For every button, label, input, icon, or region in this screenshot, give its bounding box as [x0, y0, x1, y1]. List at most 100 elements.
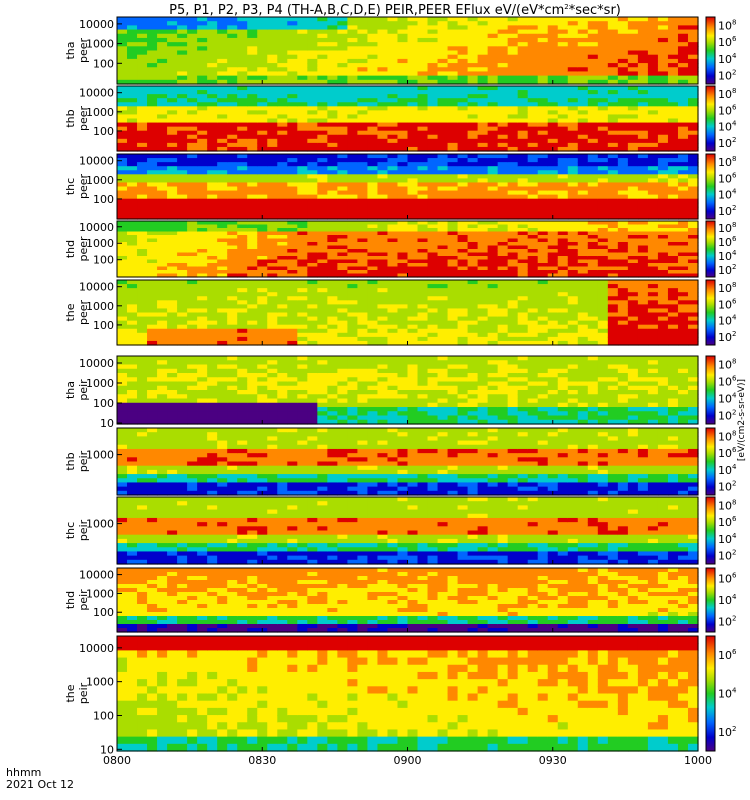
- heatmap-cell: [547, 252, 559, 257]
- heatmap-cell: [147, 249, 158, 254]
- heatmap-cell: [347, 90, 359, 95]
- heatmap-cell: [447, 17, 459, 22]
- heatmap-cell: [127, 292, 138, 297]
- heatmap-cell: [407, 182, 419, 188]
- heatmap-cell: [127, 50, 138, 56]
- heatmap-cell: [667, 106, 679, 111]
- heatmap-cell: [137, 110, 148, 116]
- y-tick-label: 10000: [79, 155, 114, 168]
- heatmap-cell: [467, 33, 479, 39]
- heatmap-cell: [137, 238, 148, 243]
- heatmap-cell: [237, 210, 248, 216]
- heatmap-cell: [167, 162, 178, 167]
- heatmap-cell: [247, 198, 258, 204]
- heatmap-cell: [287, 300, 298, 305]
- heatmap-cell: [567, 340, 579, 346]
- heatmap-cell: [497, 71, 509, 77]
- heatmap-cell: [117, 398, 128, 404]
- heatmap-cell: [497, 202, 509, 208]
- heatmap-cell: [167, 79, 178, 85]
- heatmap-cell: [327, 296, 338, 301]
- heatmap-cell: [657, 288, 669, 293]
- heatmap-cell: [257, 17, 268, 22]
- heatmap-cell: [507, 79, 519, 85]
- heatmap-cell: [447, 280, 459, 285]
- heatmap-cell: [457, 142, 469, 148]
- heatmap-cell: [387, 71, 399, 77]
- heatmap-cell: [637, 114, 649, 120]
- heatmap-cell: [427, 79, 439, 85]
- heatmap-cell: [277, 138, 288, 144]
- heatmap-cell: [557, 17, 569, 22]
- heatmap-cell: [157, 252, 168, 257]
- heatmap-cell: [137, 245, 148, 250]
- heatmap-cell: [627, 320, 639, 326]
- heatmap-cell: [267, 356, 278, 361]
- heatmap-cell: [347, 273, 359, 278]
- heatmap-cell: [527, 263, 539, 268]
- heatmap-cell: [647, 162, 659, 167]
- heatmap-cell: [237, 102, 248, 107]
- heatmap-cell: [227, 360, 238, 366]
- heatmap-cell: [657, 86, 669, 91]
- heatmap-cell: [137, 114, 148, 120]
- heatmap-cell: [487, 33, 499, 39]
- heatmap-cell: [447, 146, 459, 152]
- heatmap-cell: [467, 312, 479, 318]
- heatmap-cell: [207, 235, 218, 240]
- heatmap-cell: [437, 235, 449, 240]
- colorbar-tick-label: 106: [718, 171, 737, 185]
- heatmap-cell: [307, 198, 318, 204]
- heatmap-cell: [407, 122, 419, 128]
- heatmap-cell: [477, 273, 489, 278]
- heatmap-cell: [617, 235, 629, 240]
- heatmap-cell: [267, 249, 278, 254]
- heatmap-cell: [387, 178, 399, 184]
- heatmap-cell: [387, 98, 399, 103]
- heatmap-cell: [337, 75, 348, 81]
- heatmap-cell: [387, 79, 399, 85]
- heatmap-cell: [287, 336, 298, 342]
- heatmap-cell: [147, 21, 158, 26]
- heatmap-cell: [537, 284, 549, 289]
- heatmap-cell: [157, 390, 168, 395]
- heatmap-cell: [437, 67, 449, 73]
- heatmap-cell: [647, 106, 659, 111]
- heatmap-cell: [157, 29, 168, 35]
- heatmap-cell: [137, 214, 148, 220]
- heatmap-cell: [337, 263, 348, 268]
- heatmap-cell: [327, 332, 338, 338]
- heatmap-cell: [147, 114, 158, 120]
- heatmap-cell: [207, 110, 218, 116]
- heatmap-cell: [147, 154, 158, 159]
- heatmap-cell: [397, 300, 409, 305]
- heatmap-cell: [267, 174, 278, 179]
- heatmap-cell: [427, 263, 439, 268]
- heatmap-cell: [627, 46, 639, 52]
- heatmap-cell: [557, 33, 569, 39]
- heatmap-cell: [147, 71, 158, 77]
- heatmap-cell: [507, 126, 519, 132]
- heatmap-cell: [557, 194, 569, 200]
- heatmap-cell: [257, 288, 268, 293]
- heatmap-cells: [117, 17, 699, 85]
- heatmap-cell: [437, 50, 449, 56]
- heatmap-cell: [117, 17, 128, 22]
- heatmap-cell: [277, 79, 288, 85]
- heatmap-cell: [687, 242, 699, 247]
- heatmap-cell: [467, 174, 479, 179]
- heatmap-cell: [187, 273, 198, 278]
- heatmap-cell: [687, 71, 699, 77]
- heatmap-cell: [647, 114, 659, 120]
- heatmap-cell: [357, 42, 369, 47]
- heatmap-cell: [307, 37, 318, 43]
- heatmap-cell: [227, 138, 238, 144]
- heatmap-cell: [677, 106, 689, 111]
- heatmap-cell: [157, 235, 168, 240]
- heatmap-cell: [157, 300, 168, 305]
- heatmap-cell: [277, 86, 288, 91]
- heatmap-cell: [117, 364, 128, 370]
- heatmap-cell: [347, 324, 359, 330]
- heatmap-cell: [147, 17, 158, 22]
- heatmap-cell: [647, 190, 659, 196]
